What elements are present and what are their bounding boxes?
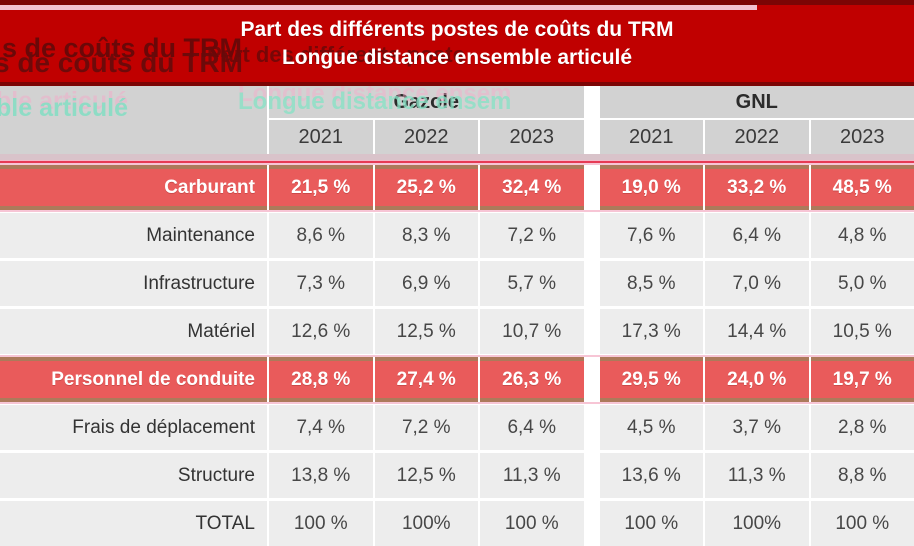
group-divider bbox=[586, 501, 598, 546]
group-divider bbox=[586, 86, 598, 154]
group-divider bbox=[586, 213, 598, 258]
cell-gazole-2023: 6,4 % bbox=[480, 405, 584, 450]
cell-gnl-2021: 100 % bbox=[600, 501, 704, 546]
group-divider bbox=[586, 165, 598, 210]
cell-gnl-2021: 19,0 % bbox=[600, 165, 704, 210]
year-header-gnl-2022: 2022 bbox=[705, 120, 809, 154]
cell-gnl-2023: 2,8 % bbox=[811, 405, 914, 450]
cell-gazole-2022: 8,3 % bbox=[375, 213, 479, 258]
title-banner: s de coûts du TRM s de coûts du TRM Part… bbox=[0, 0, 914, 86]
banner-ghost-text: s de coûts du TRM bbox=[0, 47, 243, 79]
group-divider bbox=[586, 357, 598, 402]
column-group-gazole: Gazole bbox=[269, 86, 584, 118]
banner-top-pink-strip bbox=[0, 5, 757, 10]
cell-gnl-2021: 4,5 % bbox=[600, 405, 704, 450]
banner-ghost-text: s de coûts du TRM bbox=[2, 33, 242, 64]
cell-gnl-2022: 6,4 % bbox=[705, 213, 809, 258]
table-row-maintenance: Maintenance 8,6 % 8,3 % 7,2 % 7,6 % 6,4 … bbox=[0, 213, 914, 258]
cell-gazole-2021: 28,8 % bbox=[269, 357, 373, 402]
cell-gazole-2023: 10,7 % bbox=[480, 309, 584, 354]
cell-gnl-2023: 5,0 % bbox=[811, 261, 914, 306]
cell-gazole-2022: 100% bbox=[375, 501, 479, 546]
year-header-gnl-2021: 2021 bbox=[600, 120, 704, 154]
cell-gazole-2023: 100 % bbox=[480, 501, 584, 546]
row-label: Matériel bbox=[0, 309, 267, 354]
row-label: TOTAL bbox=[0, 501, 267, 546]
year-header-gnl-2023: 2023 bbox=[811, 120, 914, 154]
cell-gazole-2021: 8,6 % bbox=[269, 213, 373, 258]
cell-gnl-2021: 13,6 % bbox=[600, 453, 704, 498]
row-label: Personnel de conduite bbox=[0, 357, 267, 402]
row-label: Carburant bbox=[0, 165, 267, 210]
cell-gnl-2023: 48,5 % bbox=[811, 165, 914, 210]
cell-gnl-2021: 17,3 % bbox=[600, 309, 704, 354]
row-label: Maintenance bbox=[0, 213, 267, 258]
cell-gazole-2022: 7,2 % bbox=[375, 405, 479, 450]
table-row-frais-de-deplacement: Frais de déplacement 7,4 % 7,2 % 6,4 % 4… bbox=[0, 405, 914, 450]
cell-gnl-2022: 24,0 % bbox=[705, 357, 809, 402]
group-divider bbox=[586, 453, 598, 498]
row-label: Frais de déplacement bbox=[0, 405, 267, 450]
table-row-personnel-de-conduite: Personnel de conduite 28,8 % 27,4 % 26,3… bbox=[0, 357, 914, 402]
year-header-gazole-2022: 2022 bbox=[375, 120, 479, 154]
cell-gnl-2021: 7,6 % bbox=[600, 213, 704, 258]
cell-gazole-2023: 5,7 % bbox=[480, 261, 584, 306]
cell-gnl-2023: 4,8 % bbox=[811, 213, 914, 258]
cell-gazole-2023: 7,2 % bbox=[480, 213, 584, 258]
cell-gazole-2023: 26,3 % bbox=[480, 357, 584, 402]
cell-gazole-2022: 25,2 % bbox=[375, 165, 479, 210]
cell-gazole-2021: 7,4 % bbox=[269, 405, 373, 450]
header-corner-cell bbox=[0, 86, 267, 154]
cell-gazole-2023: 11,3 % bbox=[480, 453, 584, 498]
cell-gnl-2022: 14,4 % bbox=[705, 309, 809, 354]
year-header-gazole-2023: 2023 bbox=[480, 120, 584, 154]
cell-gazole-2021: 13,8 % bbox=[269, 453, 373, 498]
cell-gazole-2021: 100 % bbox=[269, 501, 373, 546]
cell-gazole-2022: 6,9 % bbox=[375, 261, 479, 306]
cell-gnl-2023: 8,8 % bbox=[811, 453, 914, 498]
cell-gnl-2023: 100 % bbox=[811, 501, 914, 546]
cell-gnl-2022: 7,0 % bbox=[705, 261, 809, 306]
cell-gazole-2021: 21,5 % bbox=[269, 165, 373, 210]
group-divider bbox=[586, 405, 598, 450]
table-row-structure: Structure 13,8 % 12,5 % 11,3 % 13,6 % 11… bbox=[0, 453, 914, 498]
row-label: Infrastructure bbox=[0, 261, 267, 306]
page-title-line1: Part des différents postes de coûts du T… bbox=[241, 16, 674, 44]
cell-gnl-2022: 11,3 % bbox=[705, 453, 809, 498]
cell-gnl-2022: 100% bbox=[705, 501, 809, 546]
cell-gazole-2022: 12,5 % bbox=[375, 309, 479, 354]
cell-gnl-2022: 3,7 % bbox=[705, 405, 809, 450]
group-divider bbox=[586, 261, 598, 306]
cell-gazole-2021: 12,6 % bbox=[269, 309, 373, 354]
cell-gazole-2021: 7,3 % bbox=[269, 261, 373, 306]
cell-gnl-2022: 33,2 % bbox=[705, 165, 809, 210]
cell-gnl-2021: 29,5 % bbox=[600, 357, 704, 402]
year-header-gazole-2021: 2021 bbox=[269, 120, 373, 154]
table-row-infrastructure: Infrastructure 7,3 % 6,9 % 5,7 % 8,5 % 7… bbox=[0, 261, 914, 306]
cell-gnl-2021: 8,5 % bbox=[600, 261, 704, 306]
table-row-carburant: Carburant 21,5 % 25,2 % 32,4 % 19,0 % 33… bbox=[0, 165, 914, 210]
cell-gnl-2023: 19,7 % bbox=[811, 357, 914, 402]
table-body: Carburant 21,5 % 25,2 % 32,4 % 19,0 % 33… bbox=[0, 165, 914, 546]
table-header: ble articulé Longue distance ensem Gazol… bbox=[0, 86, 914, 154]
cell-gazole-2022: 27,4 % bbox=[375, 357, 479, 402]
row-label: Structure bbox=[0, 453, 267, 498]
column-group-gnl: GNL bbox=[600, 86, 914, 118]
page-title-line2: Longue distance ensemble articulé bbox=[282, 44, 632, 72]
table-row-total: TOTAL 100 % 100% 100 % 100 % 100% 100 % bbox=[0, 501, 914, 546]
cell-gazole-2022: 12,5 % bbox=[375, 453, 479, 498]
cell-gazole-2023: 32,4 % bbox=[480, 165, 584, 210]
table-row-materiel: Matériel 12,6 % 12,5 % 10,7 % 17,3 % 14,… bbox=[0, 309, 914, 354]
cell-gnl-2023: 10,5 % bbox=[811, 309, 914, 354]
group-divider bbox=[586, 309, 598, 354]
